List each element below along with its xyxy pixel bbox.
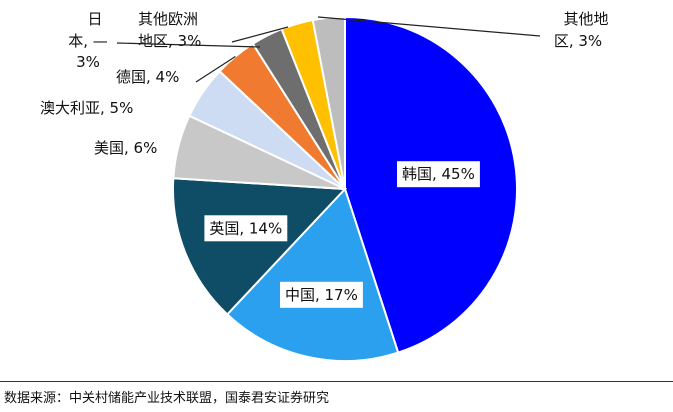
slice-label-7-line-0: 其他欧洲 [138,10,198,28]
slice-label-6-line-2: 3% [76,53,100,71]
slice-label-6-line-0: 日 [87,10,102,28]
slice-label-box-1 [280,281,363,308]
slice-label-8-line-0: 其他地 [563,10,608,28]
source-note: 数据来源：中关村储能产业技术联盟，国泰君安证券研究 [4,391,330,406]
slice-label-4-line-0: 澳大利亚, 5% [40,99,133,117]
slice-label-3-line-0: 美国, 6% [94,139,157,157]
leader-line-5 [195,55,236,83]
leader-line-8 [317,16,541,37]
pie-slice-2 [172,177,348,316]
leader-line-7 [231,26,289,43]
slice-label-box-0 [397,161,480,188]
slice-label-2: 英国, 14% [209,219,282,237]
slice-label-5-line-0: 德国, 4% [116,68,179,86]
leader-line-6 [116,42,261,48]
slice-label-7-line-1: 地区, 3% [138,32,201,50]
slice-label-6-line-1: 本, — [68,32,108,50]
slice-label-1: 中国, 17% [285,286,358,304]
slice-label-box-2 [204,215,288,242]
divider [0,381,673,382]
pie-slice-1 [225,187,400,362]
slice-label-0: 韩国, 45% [402,165,475,183]
slice-label-8-line-1: 区, 3% [554,32,602,50]
